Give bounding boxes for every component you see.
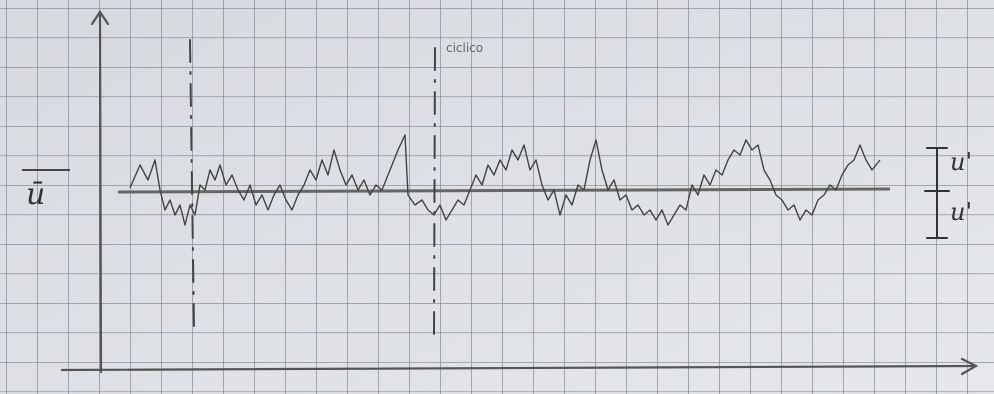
y-axis xyxy=(100,12,101,372)
grid-paper xyxy=(0,0,994,394)
annotation: ciclico xyxy=(446,41,483,55)
mean-label: ū xyxy=(26,177,45,212)
sketch: ū ciclico u' u' xyxy=(0,0,994,394)
page: ū ciclico u' u' (() => { const data = JS… xyxy=(0,0,994,394)
fluctuation-up-label: u' xyxy=(950,148,972,176)
fluctuation-down-label: u' xyxy=(950,198,972,226)
